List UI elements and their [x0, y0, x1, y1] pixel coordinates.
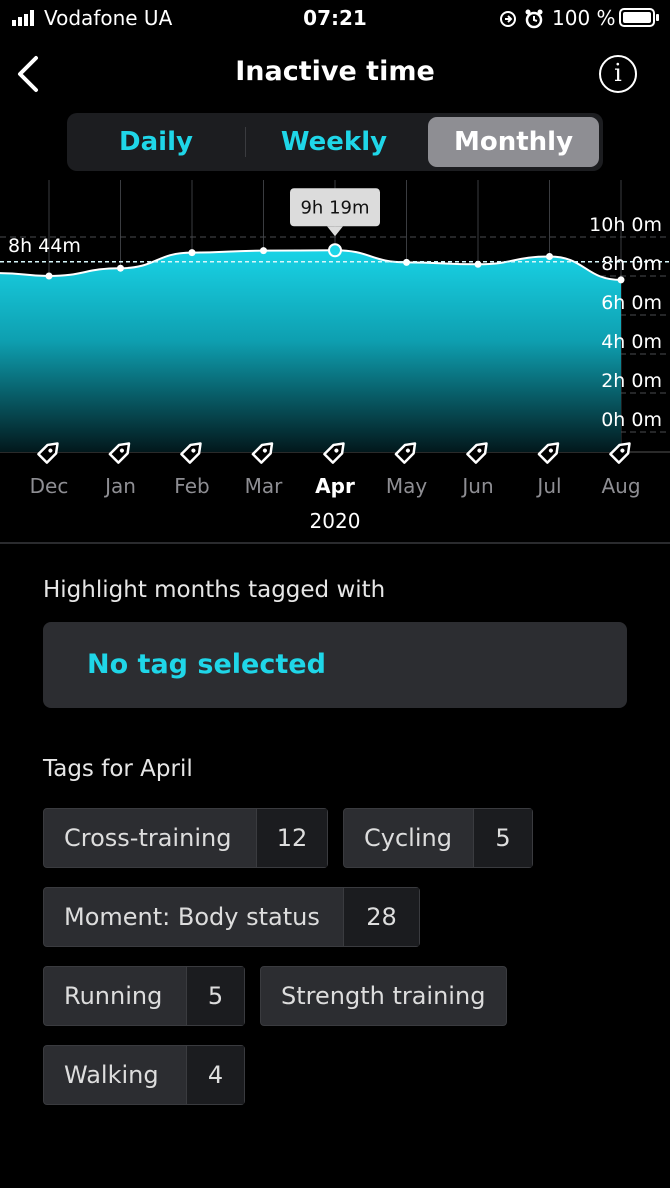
tag-icon: [37, 442, 59, 464]
status-bar: Vodafone UA 07:21 100 %: [0, 0, 670, 36]
tag-chip-cycling[interactable]: Cycling 5: [343, 808, 533, 868]
tooltip: 9h 19m: [290, 188, 380, 237]
tag-icon-hole: [48, 448, 53, 453]
y-tick-label: 10h 0m: [589, 214, 662, 236]
tag-icon: [537, 442, 560, 464]
back-chevron-icon[interactable]: [14, 54, 44, 94]
tooltip-arrow: [327, 226, 343, 237]
tag-icon-shape: [609, 442, 631, 464]
battery-percent: 100 %: [552, 6, 616, 30]
segment-divider: [245, 127, 246, 157]
y-tick-label: 2h 0m: [601, 370, 662, 392]
info-icon[interactable]: i: [599, 55, 637, 93]
tag-icon-hole: [191, 448, 196, 453]
x-tick-label: Feb: [174, 474, 209, 498]
average-label: 8h 44m: [8, 235, 81, 257]
carrier-name: Vodafone UA: [44, 6, 173, 30]
selected-point: [328, 243, 342, 258]
section-divider: [0, 542, 670, 544]
data-point: [188, 249, 196, 257]
tag-icon: [323, 442, 345, 464]
tooltip-box: [290, 188, 380, 227]
tag-chip-walking[interactable]: Walking 4: [43, 1045, 245, 1105]
tag-icon: [180, 442, 202, 464]
tag-chip-running[interactable]: Running 5: [43, 966, 245, 1026]
tag-icon-hole: [477, 448, 482, 453]
period-segmented-control: Daily Weekly Monthly: [67, 113, 603, 171]
tag-icon-shape: [251, 442, 274, 464]
tab-daily[interactable]: Daily: [119, 127, 193, 157]
y-tick-label: 4h 0m: [601, 331, 662, 353]
inactive-time-chart[interactable]: 8h 44m 10h 0m 8h 0m 6h 0m 4h 0m 2h 0m 0h 0m D…: [0, 180, 670, 540]
chart-area: [0, 250, 621, 452]
highlight-label: Highlight months tagged with: [43, 577, 386, 603]
tag-icon-hole: [548, 448, 553, 453]
average-line: 8h 44m: [0, 235, 670, 263]
tag-icon: [466, 442, 488, 464]
tab-weekly[interactable]: Weekly: [280, 127, 388, 157]
y-tick-label: 6h 0m: [601, 292, 662, 314]
y-axis-ticks: 10h 0m 8h 0m 6h 0m 4h 0m 2h 0m 0h 0m: [589, 214, 662, 431]
tag-chip-moment-body-status[interactable]: Moment: Body status 28: [43, 887, 420, 947]
tag-icon-hole: [119, 448, 124, 453]
tag-icon: [108, 442, 131, 464]
battery-icon: [619, 8, 659, 27]
x-tick-label: Apr: [315, 474, 355, 498]
y-tick-label: 0h 0m: [601, 409, 662, 431]
tag-icon-hole: [334, 448, 339, 453]
tag-icon-hole: [262, 448, 267, 453]
tag-icon: [251, 442, 274, 464]
tag-icon-shape: [37, 442, 59, 464]
page-title: Inactive time: [235, 56, 435, 87]
data-point: [474, 260, 482, 268]
chart-line: [0, 249, 622, 281]
tag-selector[interactable]: No tag selected: [43, 622, 627, 708]
tooltip-text: 9h 19m: [300, 197, 369, 218]
x-tick-label: Jan: [103, 474, 136, 498]
data-point: [403, 258, 410, 266]
tag-icon-shape: [323, 442, 345, 464]
tag-icon: [609, 442, 631, 464]
x-tick-label: Jun: [460, 474, 493, 498]
tag-icon-shape: [394, 442, 417, 464]
tag-chip-strength-training[interactable]: Strength training: [260, 966, 507, 1026]
x-tick-label: Aug: [601, 474, 640, 498]
tag-icon: [394, 442, 417, 464]
tag-icon-shape: [466, 442, 488, 464]
data-point: [546, 253, 553, 260]
tag-selector-value: No tag selected: [87, 649, 326, 680]
signal-icon: [12, 10, 34, 26]
alarm-lock-icons: [500, 9, 543, 29]
data-point: [45, 272, 53, 280]
tag-chip-cross-training[interactable]: Cross-training 12: [43, 808, 328, 868]
data-point: [617, 276, 625, 284]
y-tick-label: 8h 0m: [601, 253, 662, 275]
tag-icon-shape: [537, 442, 560, 464]
x-tick-label: Dec: [30, 474, 69, 498]
x-axis-labels: Dec Jan Feb Mar Apr May Jun Jul Aug 2020: [30, 474, 641, 533]
tag-markers: [37, 442, 631, 464]
x-tick-label: Jul: [535, 474, 561, 498]
tag-icon-hole: [620, 448, 625, 453]
tab-monthly[interactable]: Monthly: [428, 117, 599, 167]
data-points: [45, 243, 625, 284]
tag-icon-shape: [108, 442, 131, 464]
x-tick-label: May: [386, 474, 428, 498]
tag-icon-shape: [180, 442, 202, 464]
tags-section-label: Tags for April: [43, 756, 193, 782]
year-label: 2020: [310, 509, 361, 533]
data-point: [117, 264, 124, 272]
x-tick-label: Mar: [245, 474, 284, 498]
data-point: [260, 247, 267, 255]
tag-icon-hole: [405, 448, 410, 453]
clock: 07:21: [303, 6, 367, 30]
